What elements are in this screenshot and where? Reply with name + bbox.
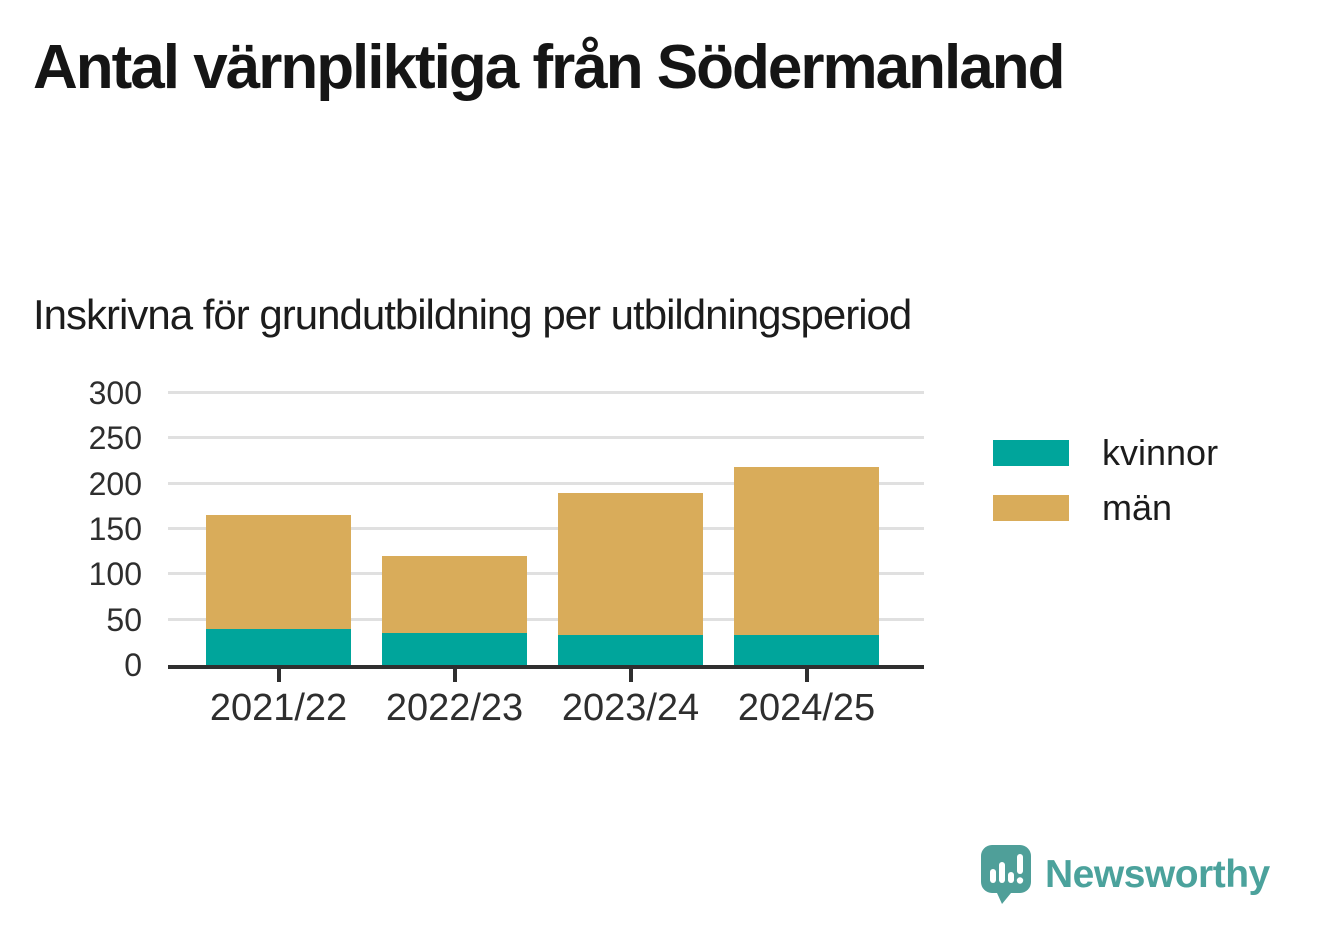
x-axis-label-2022-23: 2022/23 [385, 687, 524, 729]
x-axis-tick-2022-23 [452, 669, 457, 682]
legend-item-kvinnor: kvinnor [993, 432, 1218, 473]
newsworthy-logo-text: Newsworthy [1045, 853, 1270, 896]
newsworthy-speech-bubble-bar-chart-icon [981, 845, 1031, 904]
gridline-50 [168, 617, 924, 621]
bar-2023-24-män [558, 492, 703, 636]
y-axis-label-150: 150 [88, 511, 142, 547]
gridline-200 [168, 481, 924, 485]
plot-area: 0 50 100 150 200 250 300 2021/22 2022/23 2023/24 2… [89, 377, 924, 729]
legend-item-man: män [993, 487, 1218, 528]
legend-swatch-man [993, 494, 1069, 521]
chart-subtitle: Inskrivna för grundutbildning per utbild… [33, 291, 912, 338]
bar-2021-22-män [206, 515, 351, 629]
bar-2021-22-kvinnor [206, 628, 351, 665]
x-axis-label-2023-24: 2023/24 [561, 687, 700, 729]
x-axis-label-2024-25: 2024/25 [737, 687, 876, 729]
y-axis-label-50: 50 [106, 601, 142, 638]
gridline-100 [168, 572, 924, 576]
bar-2022-23-män [382, 556, 527, 634]
x-axis-tick-2024-25 [804, 669, 809, 682]
x-axis-tick-2023-24 [628, 669, 633, 682]
gridline-300 [168, 391, 924, 394]
bar-2023-24-kvinnor [558, 635, 703, 665]
legend-label-man: män [1102, 487, 1173, 528]
x-axis-tick-2021-22 [276, 669, 281, 682]
x-axis-label-2021-22: 2021/22 [209, 687, 348, 729]
y-axis-label-200: 200 [88, 465, 142, 502]
chart-title: Antal värnpliktiga från Södermanland [33, 33, 1065, 102]
y-axis-label-100: 100 [88, 556, 142, 593]
bar-2022-23-kvinnor [382, 633, 527, 665]
gridline-150 [168, 527, 924, 530]
bar-2024-25-män [734, 467, 879, 636]
legend-label-kvinnor: kvinnor [1102, 432, 1219, 473]
y-axis-label-0: 0 [124, 647, 142, 683]
legend-swatch-kvinnor [993, 439, 1069, 466]
gridline-250 [168, 436, 924, 440]
y-axis-label-300: 300 [88, 375, 142, 411]
bar-2024-25-kvinnor [734, 635, 879, 665]
newsworthy-logo: Newsworthy [981, 845, 1270, 905]
legend: kvinnor män [993, 432, 1218, 542]
y-axis-label-250: 250 [88, 420, 142, 457]
